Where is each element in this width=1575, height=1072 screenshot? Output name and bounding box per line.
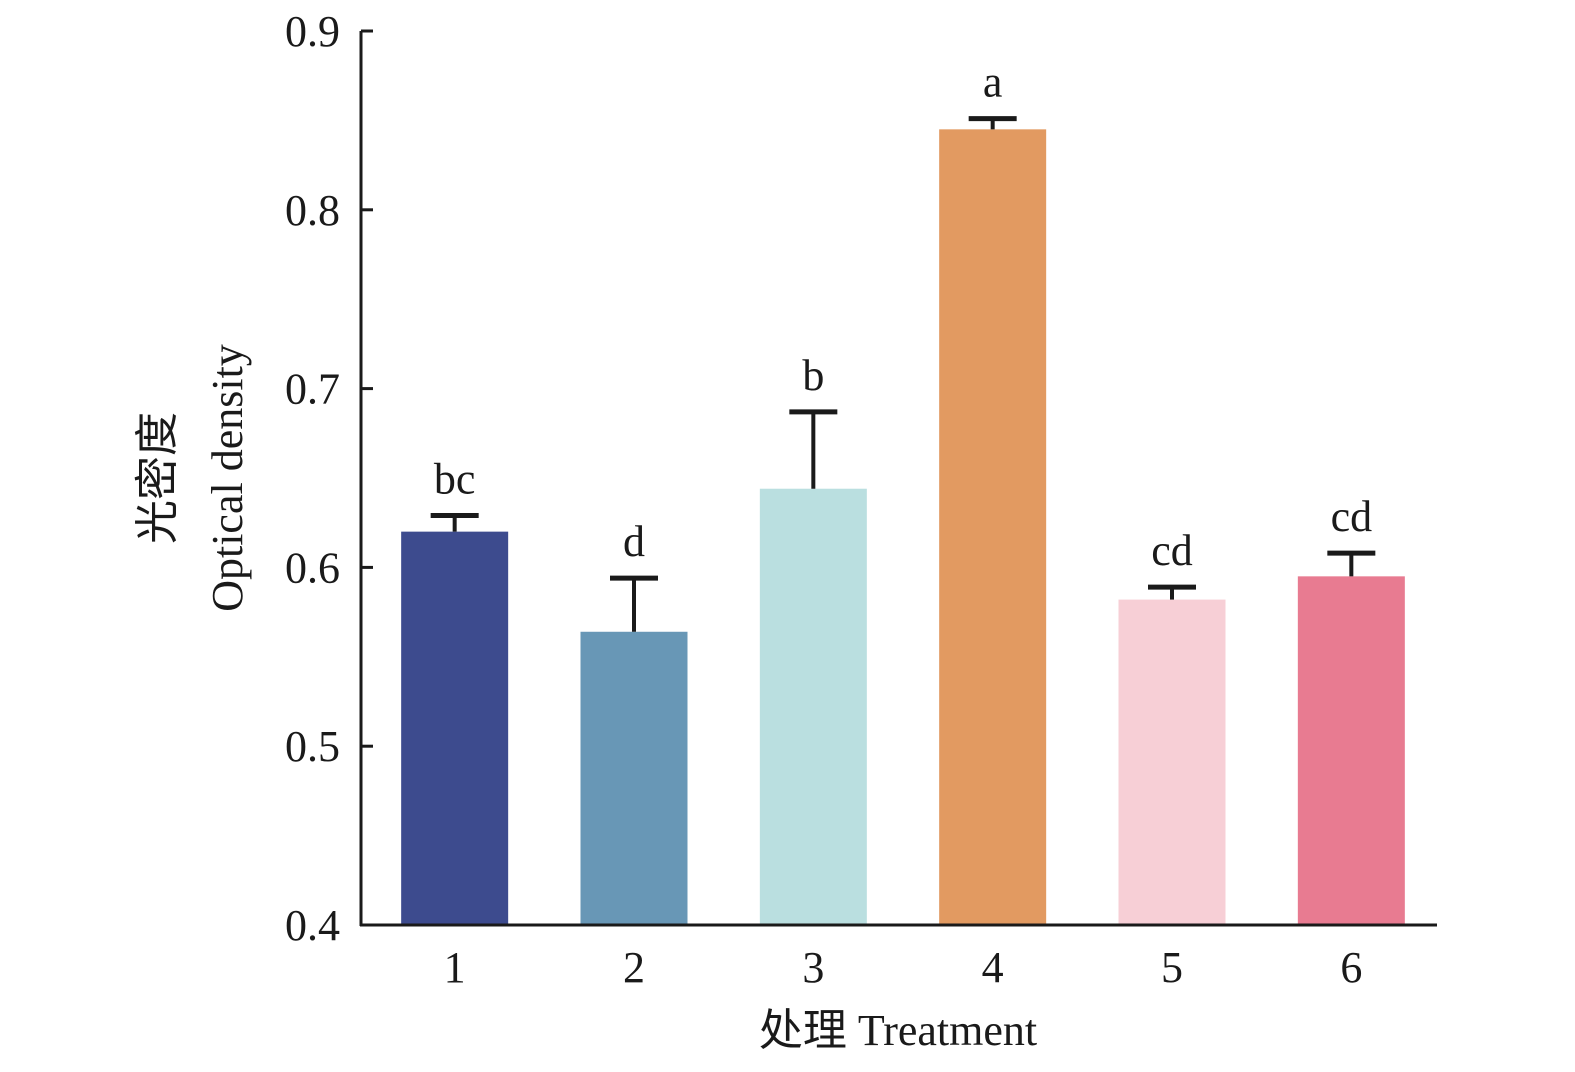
significance-label-2: d (623, 517, 645, 566)
x-axis-label: 处理 Treatment (759, 1006, 1037, 1055)
significance-label-5: cd (1151, 526, 1193, 575)
significance-label-4: a (983, 58, 1003, 107)
y-tick-label: 0.7 (285, 365, 340, 414)
y-tick-label: 0.9 (285, 7, 340, 56)
x-tick-label-1: 1 (444, 943, 466, 992)
y-tick-label: 0.8 (285, 186, 340, 235)
bar-2 (580, 631, 688, 925)
x-tick-label-6: 6 (1340, 943, 1362, 992)
x-tick-label-2: 2 (623, 943, 645, 992)
bar-3 (759, 488, 867, 925)
y-tick-label: 0.5 (285, 722, 340, 771)
x-tick-label-4: 4 (982, 943, 1004, 992)
bar-5 (1118, 599, 1226, 925)
y-tick-label: 0.4 (285, 901, 340, 950)
y-axis-label-en: Optical density (203, 344, 252, 612)
significance-label-1: bc (434, 455, 476, 504)
y-axis-label-cn: 光密度 (133, 412, 182, 544)
y-tick-label: 0.6 (285, 543, 340, 592)
significance-label-3: b (802, 351, 824, 400)
bar-1 (401, 531, 509, 925)
bar-4 (939, 129, 1047, 926)
x-tick-label-5: 5 (1161, 943, 1183, 992)
x-tick-label-3: 3 (802, 943, 824, 992)
bar-6 (1297, 576, 1405, 925)
significance-label-6: cd (1331, 492, 1373, 541)
